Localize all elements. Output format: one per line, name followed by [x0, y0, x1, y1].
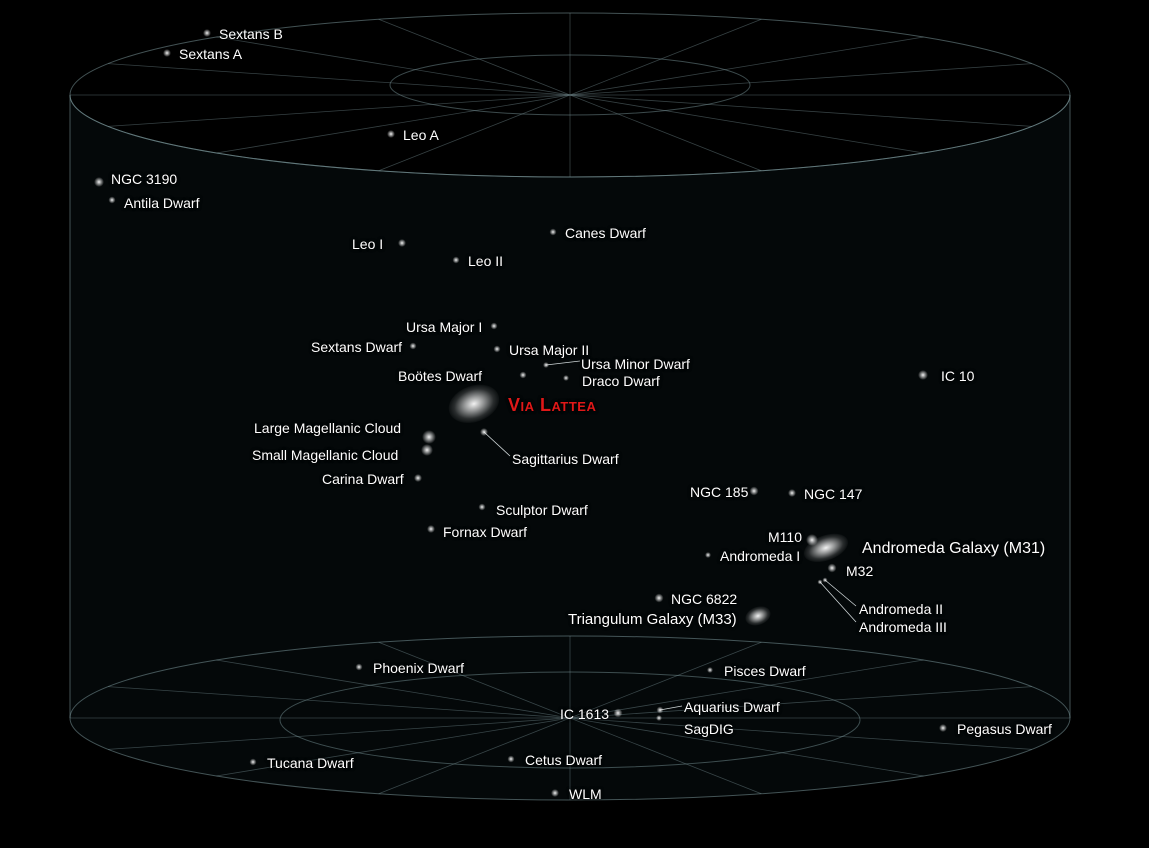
- galaxy-label: Antila Dwarf: [124, 196, 199, 211]
- galaxy-label: Cetus Dwarf: [525, 753, 602, 768]
- galaxy-label: Via Lattea: [508, 396, 596, 416]
- galaxy-label: Andromeda III: [859, 620, 947, 635]
- galaxy-label: Sextans B: [219, 27, 283, 42]
- galaxy-label: NGC 6822: [671, 592, 737, 607]
- galaxy-label: Leo A: [403, 128, 439, 143]
- galaxy-label: WLM: [569, 787, 602, 802]
- galaxy-label: Canes Dwarf: [565, 226, 646, 241]
- galaxy-label: Andromeda Galaxy (M31): [862, 540, 1045, 558]
- galaxy-label: Sextans Dwarf: [311, 340, 402, 355]
- galaxy-label: Leo I: [352, 237, 383, 252]
- galaxy-label: Andromeda I: [720, 549, 800, 564]
- galaxy-label: M110: [768, 530, 802, 545]
- galaxy-label: Sculptor Dwarf: [496, 503, 588, 518]
- galaxy-label: Ursa Minor Dwarf: [581, 357, 690, 372]
- galaxy-label: SagDIG: [684, 722, 734, 737]
- galaxy-label: Ursa Major II: [509, 343, 589, 358]
- galaxy-label: Phoenix Dwarf: [373, 661, 464, 676]
- galaxy-label: Aquarius Dwarf: [684, 700, 780, 715]
- galaxy-label: Pegasus Dwarf: [957, 722, 1052, 737]
- galaxy-label: IC 1613: [560, 707, 609, 722]
- galaxy-label: NGC 3190: [111, 172, 177, 187]
- galaxy-label: IC 10: [941, 369, 974, 384]
- galaxy-label: Sextans A: [179, 47, 242, 62]
- galaxy-label: Andromeda II: [859, 602, 943, 617]
- galaxy-label: Fornax Dwarf: [443, 525, 527, 540]
- galaxy-label: Boötes Dwarf: [398, 369, 482, 384]
- galaxy-label: NGC 147: [804, 487, 862, 502]
- galaxy-label: Small Magellanic Cloud: [252, 448, 398, 463]
- galaxy-label: Ursa Major I: [406, 320, 482, 335]
- galaxy-label: Draco Dwarf: [582, 374, 660, 389]
- galaxy-label: M32: [846, 564, 873, 579]
- galaxy-label: Sagittarius Dwarf: [512, 452, 619, 467]
- galaxy-label: Triangulum Galaxy (M33): [568, 612, 737, 629]
- galaxy-label: Large Magellanic Cloud: [254, 421, 401, 436]
- galaxy-label: Pisces Dwarf: [724, 664, 806, 679]
- galaxy-label: Carina Dwarf: [322, 472, 404, 487]
- galaxy-label: NGC 185: [690, 485, 748, 500]
- galaxy-label: Leo II: [468, 254, 503, 269]
- galaxy-label: Tucana Dwarf: [267, 756, 354, 771]
